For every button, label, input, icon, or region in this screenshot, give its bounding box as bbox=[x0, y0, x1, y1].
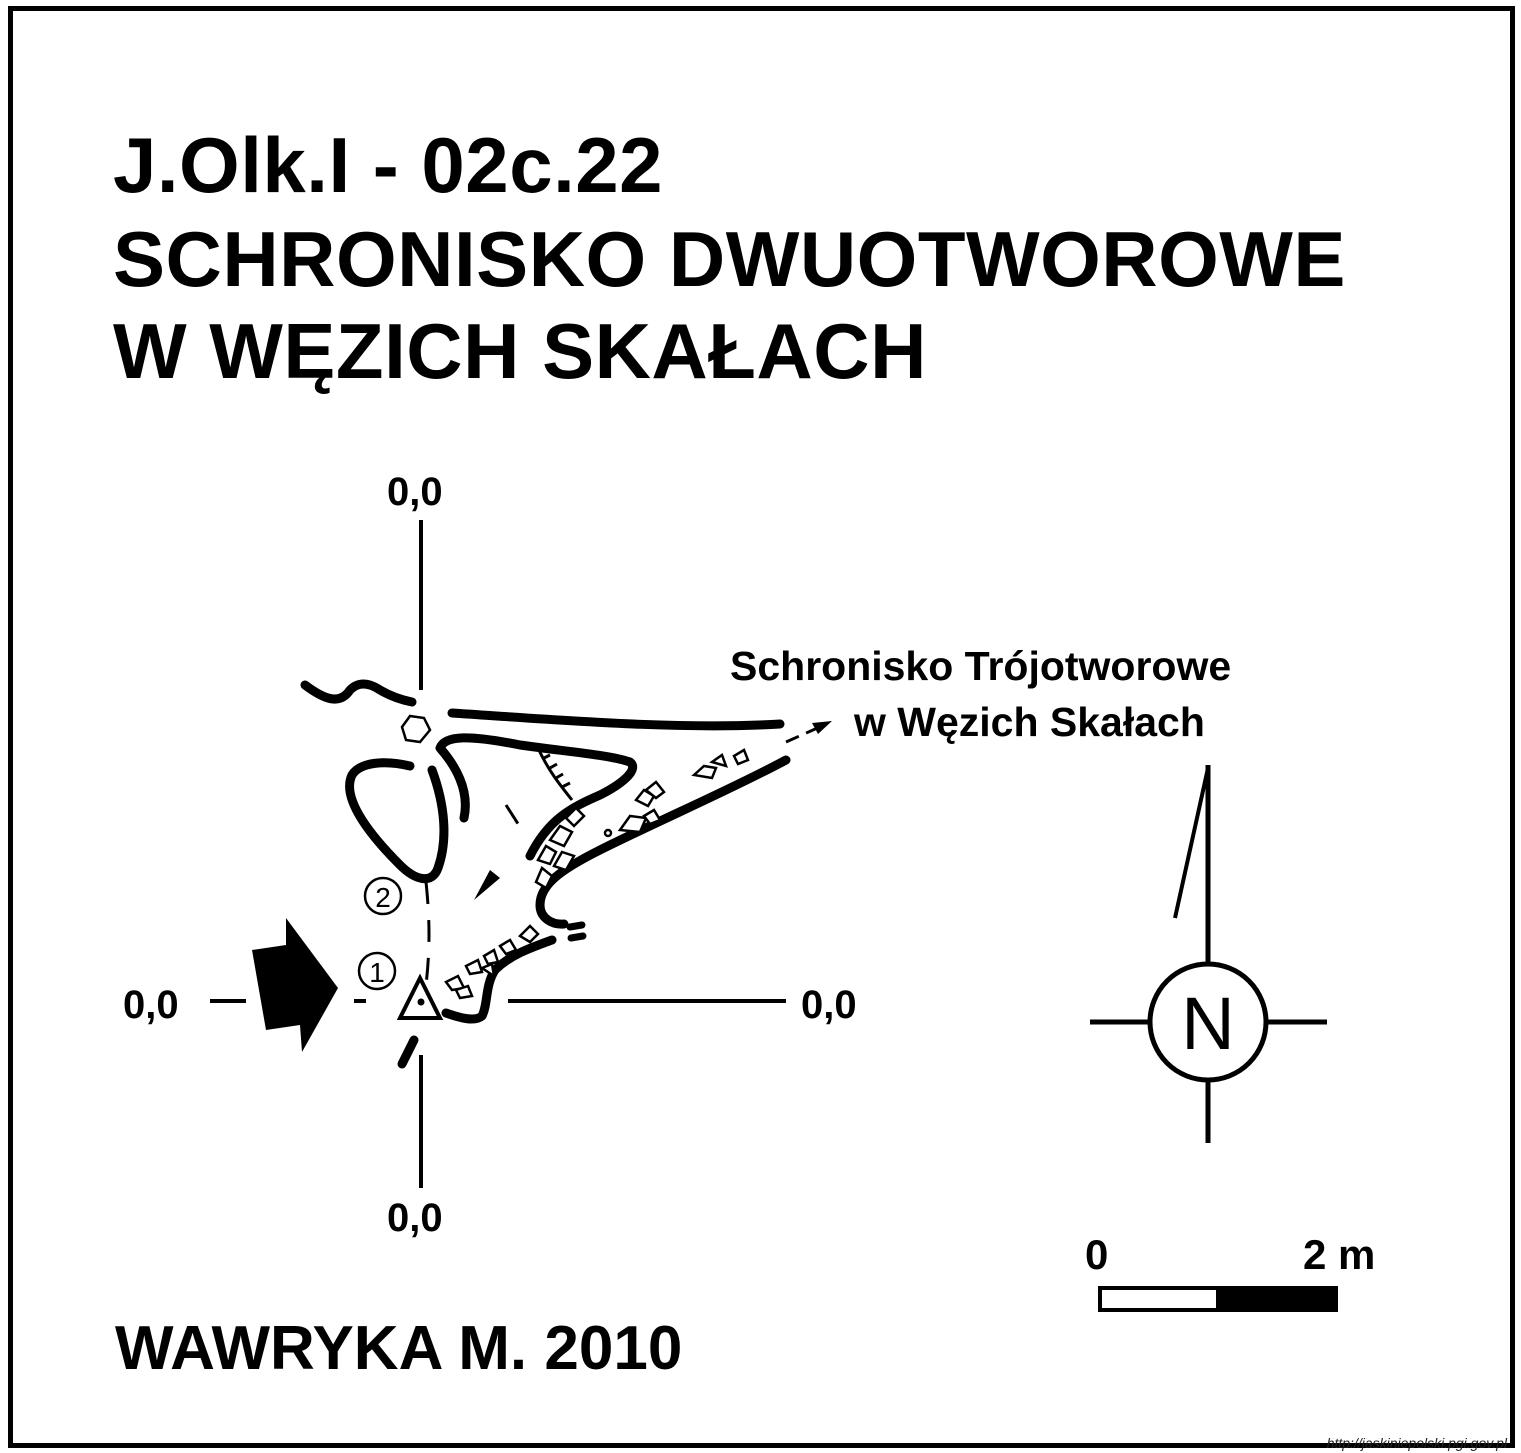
scale-start-label: 0 bbox=[1085, 1231, 1109, 1278]
reference-cross bbox=[210, 520, 786, 1188]
compass-north-letter: N bbox=[1181, 982, 1234, 1065]
slope-hachures bbox=[536, 747, 574, 801]
cave-name-title-line1: SCHRONISKO DWUOTWOROWE bbox=[113, 215, 1346, 303]
boulder-icon bbox=[400, 714, 432, 744]
entrance-arrow-icon bbox=[252, 918, 338, 1052]
scale-bar bbox=[1098, 1286, 1338, 1312]
north-compass: N bbox=[1090, 765, 1327, 1143]
wall-west-pillar bbox=[345, 758, 449, 883]
axis-label-top: 0,0 bbox=[387, 470, 443, 514]
connected-cave-label-line2: w Węzich Skałach bbox=[854, 699, 1205, 745]
wall-south-east bbox=[535, 755, 791, 929]
survey-station-icon bbox=[396, 973, 444, 1020]
point-2-label: 2 bbox=[375, 882, 391, 913]
axis-label-left: 0,0 bbox=[123, 983, 179, 1027]
cave-walls bbox=[300, 679, 791, 1069]
point-1-marker bbox=[357, 951, 397, 991]
wall-inner-pillar bbox=[435, 733, 637, 861]
wall-fragments bbox=[566, 921, 587, 942]
wall-entrance-stub bbox=[397, 1035, 419, 1069]
connected-cave-label-line1: Schronisko Trójotworowe bbox=[730, 643, 1232, 689]
compass-circle bbox=[1147, 961, 1269, 1083]
point-markers bbox=[357, 876, 403, 991]
wall-south bbox=[441, 935, 557, 1024]
point-2-marker bbox=[363, 876, 403, 916]
scale-bar-black bbox=[1216, 1286, 1338, 1312]
point-1-label: 1 bbox=[369, 957, 385, 988]
map-frame bbox=[8, 6, 1515, 1448]
north-needle-tip bbox=[1173, 767, 1210, 919]
wall-north-west bbox=[300, 679, 417, 707]
author-label: WAWRYKA M. 2010 bbox=[115, 1314, 683, 1383]
axis-label-right: 0,0 bbox=[801, 983, 857, 1027]
cave-id-title: J.Olk.I - 02c.22 bbox=[113, 121, 664, 209]
source-credit-link[interactable]: http://jaskiniepolski.pgi.gov.pl bbox=[1326, 1435, 1507, 1451]
axis-label-bottom: 0,0 bbox=[387, 1196, 443, 1240]
cave-name-title-line2: W WĘZICH SKAŁACH bbox=[113, 307, 927, 395]
scale-end-label: 2 m bbox=[1303, 1231, 1376, 1278]
wall-north bbox=[447, 708, 785, 731]
wedge-mark bbox=[474, 870, 500, 900]
connection-arrow-icon bbox=[785, 721, 832, 744]
drip-line bbox=[424, 804, 524, 986]
scale-bar-white bbox=[1098, 1286, 1220, 1312]
boulders bbox=[400, 714, 750, 1000]
